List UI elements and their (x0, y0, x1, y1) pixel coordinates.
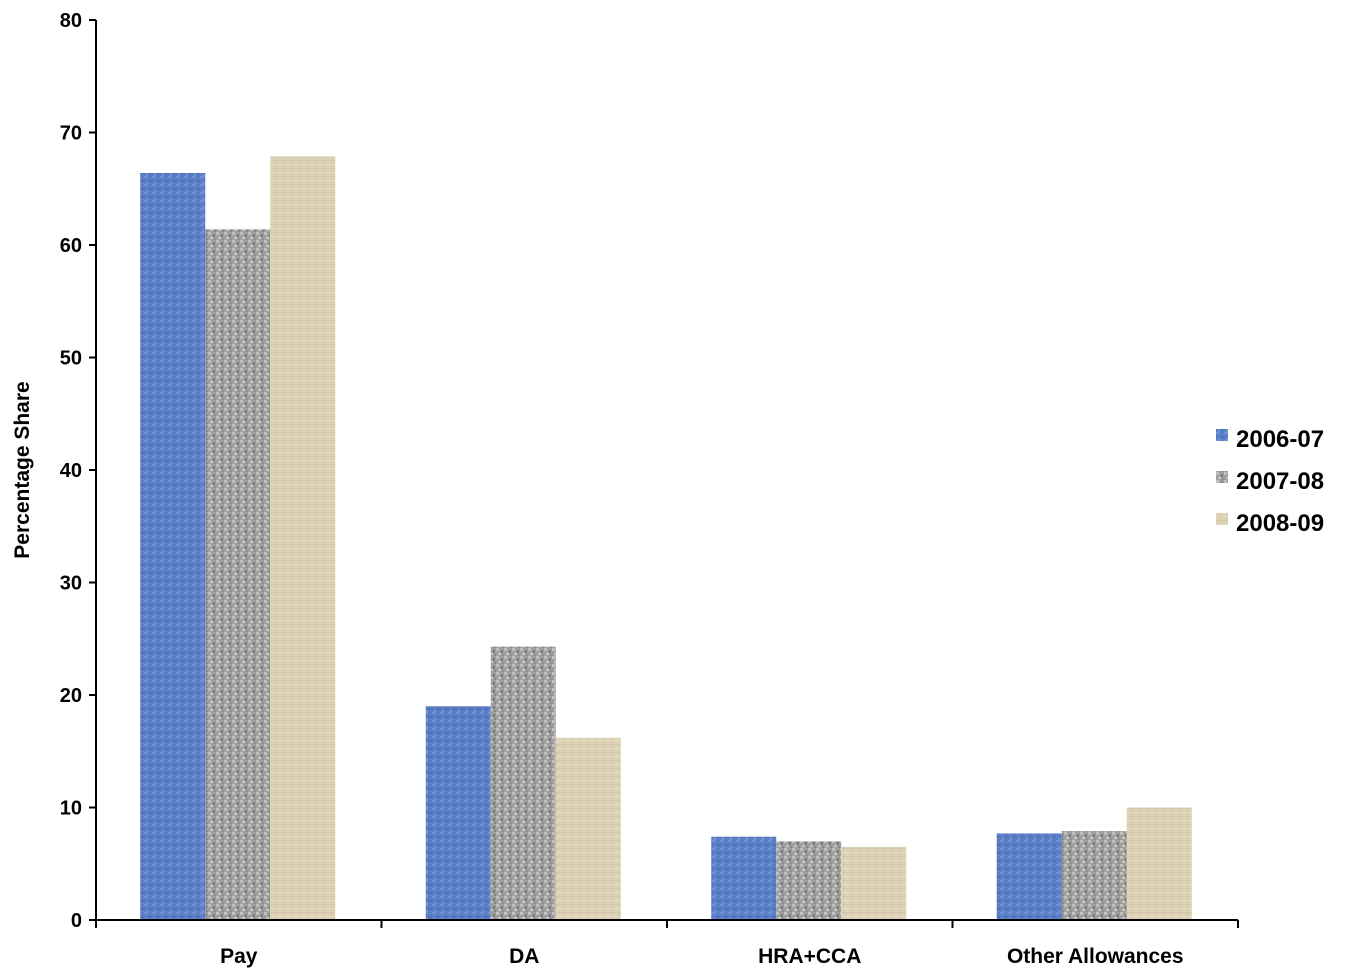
x-category-label: HRA+CCA (758, 945, 861, 968)
y-tick-label: 50 (60, 348, 82, 370)
bar-2007-08-pay (205, 229, 271, 920)
bars-group (140, 156, 1192, 920)
legend: 2006-07 2007-08 2008-09 (1216, 426, 1324, 537)
bar-2006-07-pay (140, 173, 206, 920)
x-category-label: DA (509, 945, 539, 968)
bar-2007-08-other-allowances (1061, 831, 1127, 920)
y-tick-label: 80 (60, 10, 82, 32)
legend-swatch (1216, 513, 1228, 525)
y-tick-label: 20 (60, 685, 82, 707)
bar-2008-09-hra-cca (841, 846, 907, 920)
y-axis-ticks: 0 10 20 30 40 50 60 70 80 (60, 10, 96, 932)
bar-2008-09-pay (270, 156, 336, 920)
x-axis-ticks: Pay DA HRA+CCA Other Allowances (95, 920, 1239, 968)
bar-2006-07-da (425, 706, 491, 920)
bar-2008-09-da (555, 737, 621, 920)
x-category-label: Other Allowances (1007, 945, 1184, 968)
y-tick-label: 60 (60, 235, 82, 257)
legend-label: 2006-07 (1236, 426, 1324, 453)
y-tick-label: 30 (60, 573, 82, 595)
bar-2008-09-other-allowances (1126, 807, 1192, 920)
x-category-label: Pay (220, 945, 258, 968)
bar-2006-07-other-allowances (996, 833, 1062, 920)
bar-2006-07-hra-cca (711, 836, 777, 920)
legend-label: 2008-09 (1236, 510, 1324, 537)
y-tick-label: 10 (60, 798, 82, 820)
legend-swatch (1216, 429, 1228, 441)
bar-2007-08-hra-cca (776, 841, 842, 920)
y-tick-label: 70 (60, 123, 82, 145)
bar-2007-08-da (490, 646, 556, 920)
legend-swatch (1216, 471, 1228, 483)
y-axis-title: Percentage Share (11, 381, 34, 558)
legend-label: 2007-08 (1236, 468, 1324, 495)
y-tick-label: 0 (71, 910, 82, 932)
y-tick-label: 40 (60, 460, 82, 482)
